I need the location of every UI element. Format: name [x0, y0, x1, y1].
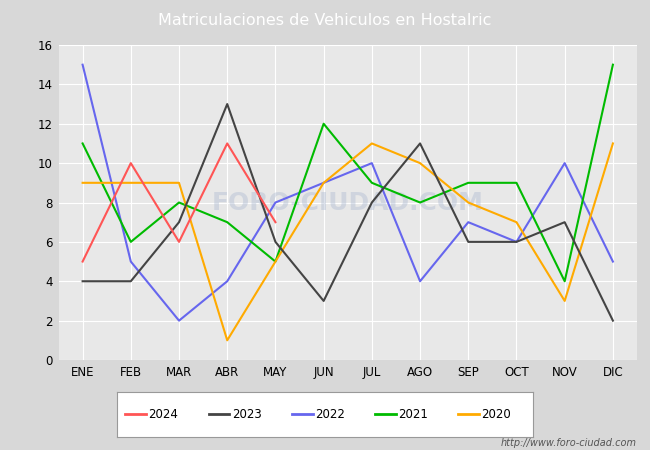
Text: Matriculaciones de Vehiculos en Hostalric: Matriculaciones de Vehiculos en Hostalri… [159, 13, 491, 28]
Text: http://www.foro-ciudad.com: http://www.foro-ciudad.com [501, 438, 637, 448]
Text: 2023: 2023 [232, 408, 261, 420]
Text: FORO-CIUDAD.COM: FORO-CIUDAD.COM [212, 190, 484, 215]
Text: 2021: 2021 [398, 408, 428, 420]
Text: 2024: 2024 [149, 408, 179, 420]
Text: 2020: 2020 [482, 408, 511, 420]
Text: 2022: 2022 [315, 408, 345, 420]
